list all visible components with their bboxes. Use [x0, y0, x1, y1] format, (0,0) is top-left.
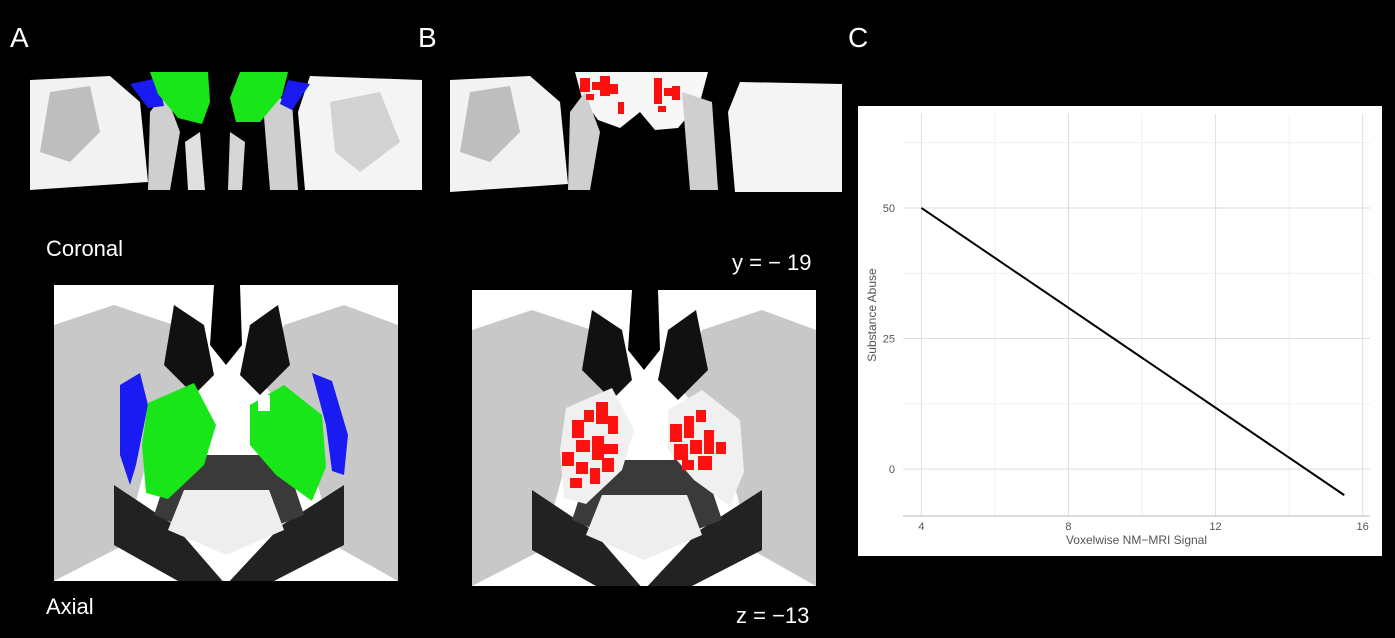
- chart-plot: 4 8 12 16 0 25 50 Voxelwise NM−MRI Signal Subs…: [865, 114, 1370, 547]
- axial-slice-a: [54, 285, 398, 581]
- x-tick-label: 8: [1065, 521, 1071, 533]
- x-tick-label: 12: [1209, 521, 1221, 533]
- z-coordinate-label: z = −13: [736, 603, 810, 628]
- x-axis-title: Voxelwise NM−MRI Signal: [1066, 533, 1207, 547]
- coronal-slice-a: [30, 72, 422, 190]
- y-tick-label: 50: [883, 203, 895, 215]
- y-coordinate-label: y = − 19: [732, 250, 812, 275]
- panel-label-a: A: [10, 22, 29, 53]
- coronal-label: Coronal: [46, 236, 124, 261]
- axial-label: Axial: [46, 594, 94, 619]
- y-axis-title: Substance Abuse: [865, 268, 879, 362]
- panel-label-c: C: [848, 22, 869, 53]
- axial-slice-b: [472, 290, 816, 586]
- x-tick-label: 4: [918, 521, 924, 533]
- regression-chart: 4 8 12 16 0 25 50 Voxelwise NM−MRI Signal Subs…: [858, 106, 1382, 556]
- panel-label-b: B: [418, 22, 437, 53]
- x-tick-label: 16: [1357, 521, 1369, 533]
- regression-line: [920, 207, 1345, 496]
- y-tick-label: 25: [883, 333, 895, 345]
- coronal-slice-b: [450, 72, 842, 192]
- y-tick-label: 0: [889, 464, 895, 476]
